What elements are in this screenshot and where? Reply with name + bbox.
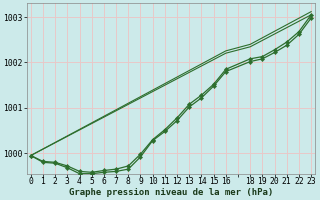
X-axis label: Graphe pression niveau de la mer (hPa): Graphe pression niveau de la mer (hPa) (69, 188, 273, 197)
